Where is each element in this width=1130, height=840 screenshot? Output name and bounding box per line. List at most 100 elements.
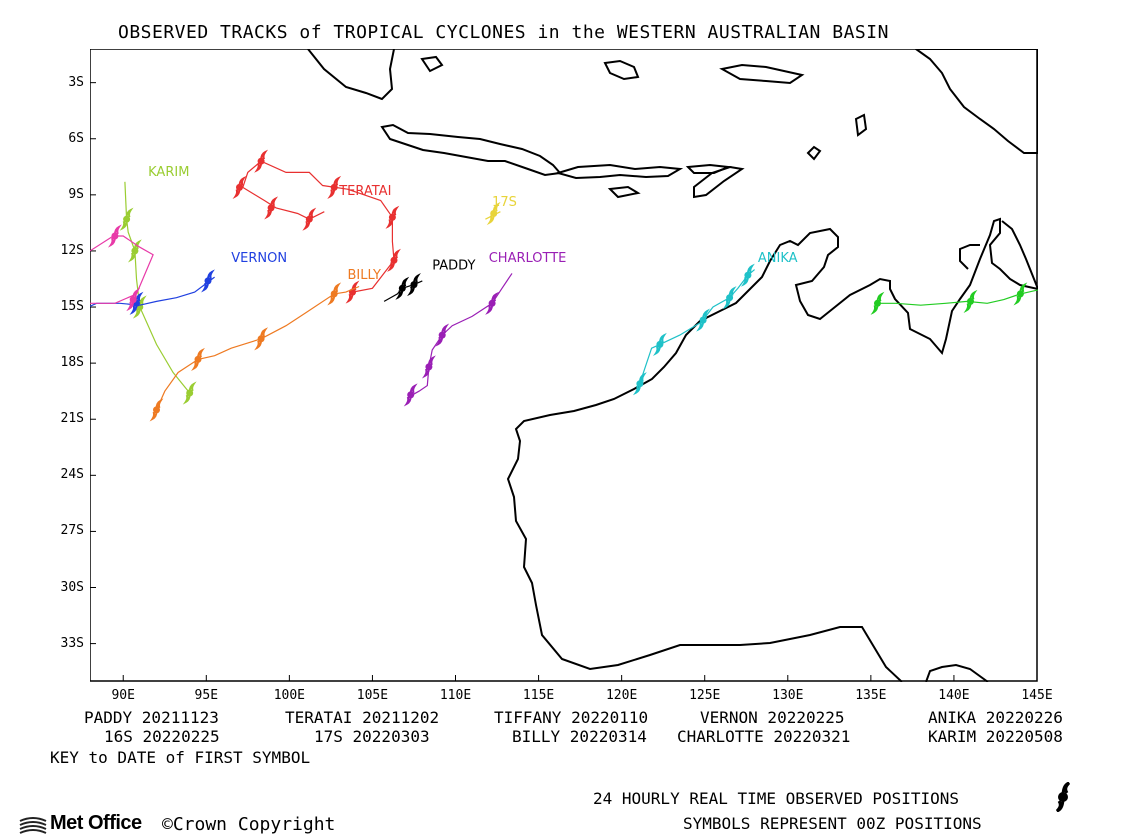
australia-coastline (506, 217, 1038, 682)
cyclone-symbol-teratai (345, 280, 360, 304)
lat-tick-label: 24S (60, 467, 84, 483)
met-office-logo-text: Met Office (50, 812, 142, 834)
storm-label-paddy: PADDY (432, 259, 475, 274)
cyclone-symbol-anika (652, 332, 667, 356)
track-line-tiffany (90, 235, 154, 304)
lon-tick-label: 110E (439, 688, 472, 703)
lon-tick-label: 130E (772, 688, 804, 703)
storm-label-vernon: VERNON (231, 251, 287, 266)
track-anika (632, 263, 755, 396)
cyclone-symbol-tiffany (107, 224, 122, 248)
key-16s: 16S 20220225 (104, 727, 220, 746)
track-tiffany (90, 224, 154, 312)
cyclone-symbol-anika (632, 372, 647, 396)
cyclone-symbol-karim (119, 207, 134, 231)
key-billy: BILLY 20220314 (512, 727, 647, 746)
key-karim: KARIM 20220508 (928, 727, 1063, 746)
lat-tick-label: 3S (68, 74, 84, 90)
cyclone-symbol-icon (1055, 782, 1071, 812)
storm-tracks (90, 149, 1038, 422)
storm-label-billy: BILLY (348, 268, 382, 283)
cyclone-symbol-teratai (327, 175, 342, 199)
lon-tick-label: 120E (605, 688, 638, 703)
key-17s: 17S 20220303 (314, 727, 430, 746)
lat-tick-label: 30S (60, 579, 84, 595)
cape-york (1001, 220, 1038, 290)
storm-label-17s: 17S (492, 195, 517, 210)
cyclone-symbol-teratai (254, 149, 269, 173)
cyclone-symbol-anika (696, 308, 711, 332)
track-line-anika (637, 269, 755, 392)
cyclone-symbol-charlotte (421, 355, 436, 379)
track-vernon (90, 269, 215, 315)
storm-label-anika: ANIKA (758, 251, 798, 266)
axis-ticks (90, 82, 1038, 681)
lat-tick-label: 9S (68, 186, 84, 202)
cyclone-symbol-16s (870, 291, 885, 315)
cyclone-symbol-teratai (232, 175, 247, 199)
cyclone-symbol-16s (1013, 282, 1028, 306)
island-d (854, 113, 868, 137)
lat-tick-label: 15S (60, 299, 84, 315)
track-16s (870, 282, 1038, 315)
cyclone-symbol-billy (327, 282, 342, 306)
track-line-karim (124, 181, 191, 394)
lon-tick-label: 100E (273, 688, 306, 703)
island-c (719, 63, 805, 85)
storm-label-teratai: TERATAI (338, 184, 391, 199)
cyclone-symbol-16s (963, 289, 978, 313)
key-paddy: PADDY 20211123 (84, 708, 219, 727)
track-line-charlotte (408, 273, 513, 398)
key-tiffany: TIFFANY 20220110 (494, 708, 649, 727)
lon-tick-label: 135E (855, 688, 887, 703)
lon-tick-label: 125E (689, 688, 721, 703)
island-a (420, 55, 444, 73)
track-line-vernon (90, 276, 215, 307)
key-vernon: VERNON 20220225 (700, 708, 845, 727)
cyclone-symbol-anika (722, 286, 737, 310)
footer-line-1: 24 HOURLY REAL TIME OBSERVED POSITIONS (593, 789, 960, 808)
island-e (806, 145, 822, 161)
track-17s (485, 201, 501, 226)
cyclone-track-map: KARIM TERATAI 17S VERNON BILLY PADDY CHARLOTTE… (90, 49, 1038, 682)
track-line-16s (875, 289, 1038, 306)
track-paddy (383, 273, 423, 302)
cyclone-symbol-teratai (302, 207, 317, 231)
cyclone-symbol-billy (191, 347, 205, 371)
storm-label-karim: KARIM (148, 165, 189, 180)
key-charlotte: CHARLOTTE 20220321 (677, 727, 851, 746)
copyright-text: ©Crown Copyright (162, 814, 336, 835)
cyclone-symbol-teratai (385, 205, 400, 229)
track-charlotte (403, 273, 513, 407)
cyclone-symbol-karim (182, 381, 197, 405)
lon-tick-label: 140E (938, 688, 970, 703)
footer-line-2: SYMBOLS REPRESENT 00Z POSITIONS (683, 814, 982, 833)
cyclone-symbol-tiffany (126, 288, 141, 312)
cyclone-symbol-billy (254, 327, 269, 351)
key-note: KEY to DATE of FIRST SYMBOL (50, 748, 311, 767)
met-office-logo-icon (19, 817, 47, 834)
cyclone-symbol-vernon (201, 269, 215, 293)
storm-label-charlotte: CHARLOTTE (489, 251, 567, 266)
land-outline (307, 49, 1038, 682)
map-title: OBSERVED TRACKS of TROPICAL CYCLONES in … (118, 22, 889, 43)
storm-labels: KARIM TERATAI 17S VERNON BILLY PADDY CHARLOTTE… (148, 165, 797, 283)
lat-tick-label: 21S (60, 411, 84, 427)
map-frame (90, 49, 1038, 682)
tasmania-hint (925, 663, 989, 682)
key-anika: ANIKA 20220226 (928, 708, 1063, 727)
lon-tick-label: 95E (194, 688, 219, 703)
cyclone-symbol-paddy (395, 276, 410, 300)
cyclone-symbol-teratai (264, 196, 279, 220)
lat-tick-label: 18S (60, 355, 84, 371)
lon-tick-label: 90E (111, 688, 135, 703)
sumba-outline (607, 185, 641, 199)
cyclone-symbol-charlotte (485, 291, 500, 315)
cyclone-symbol-17s (486, 201, 501, 226)
lon-tick-label: 145E (1021, 688, 1053, 703)
sulawesi-tip (307, 49, 395, 101)
cyclone-symbol-anika (740, 263, 755, 287)
timor-outline (693, 165, 745, 199)
cyclone-symbol-paddy (407, 273, 421, 297)
gulf-of-carpentaria (959, 244, 980, 270)
